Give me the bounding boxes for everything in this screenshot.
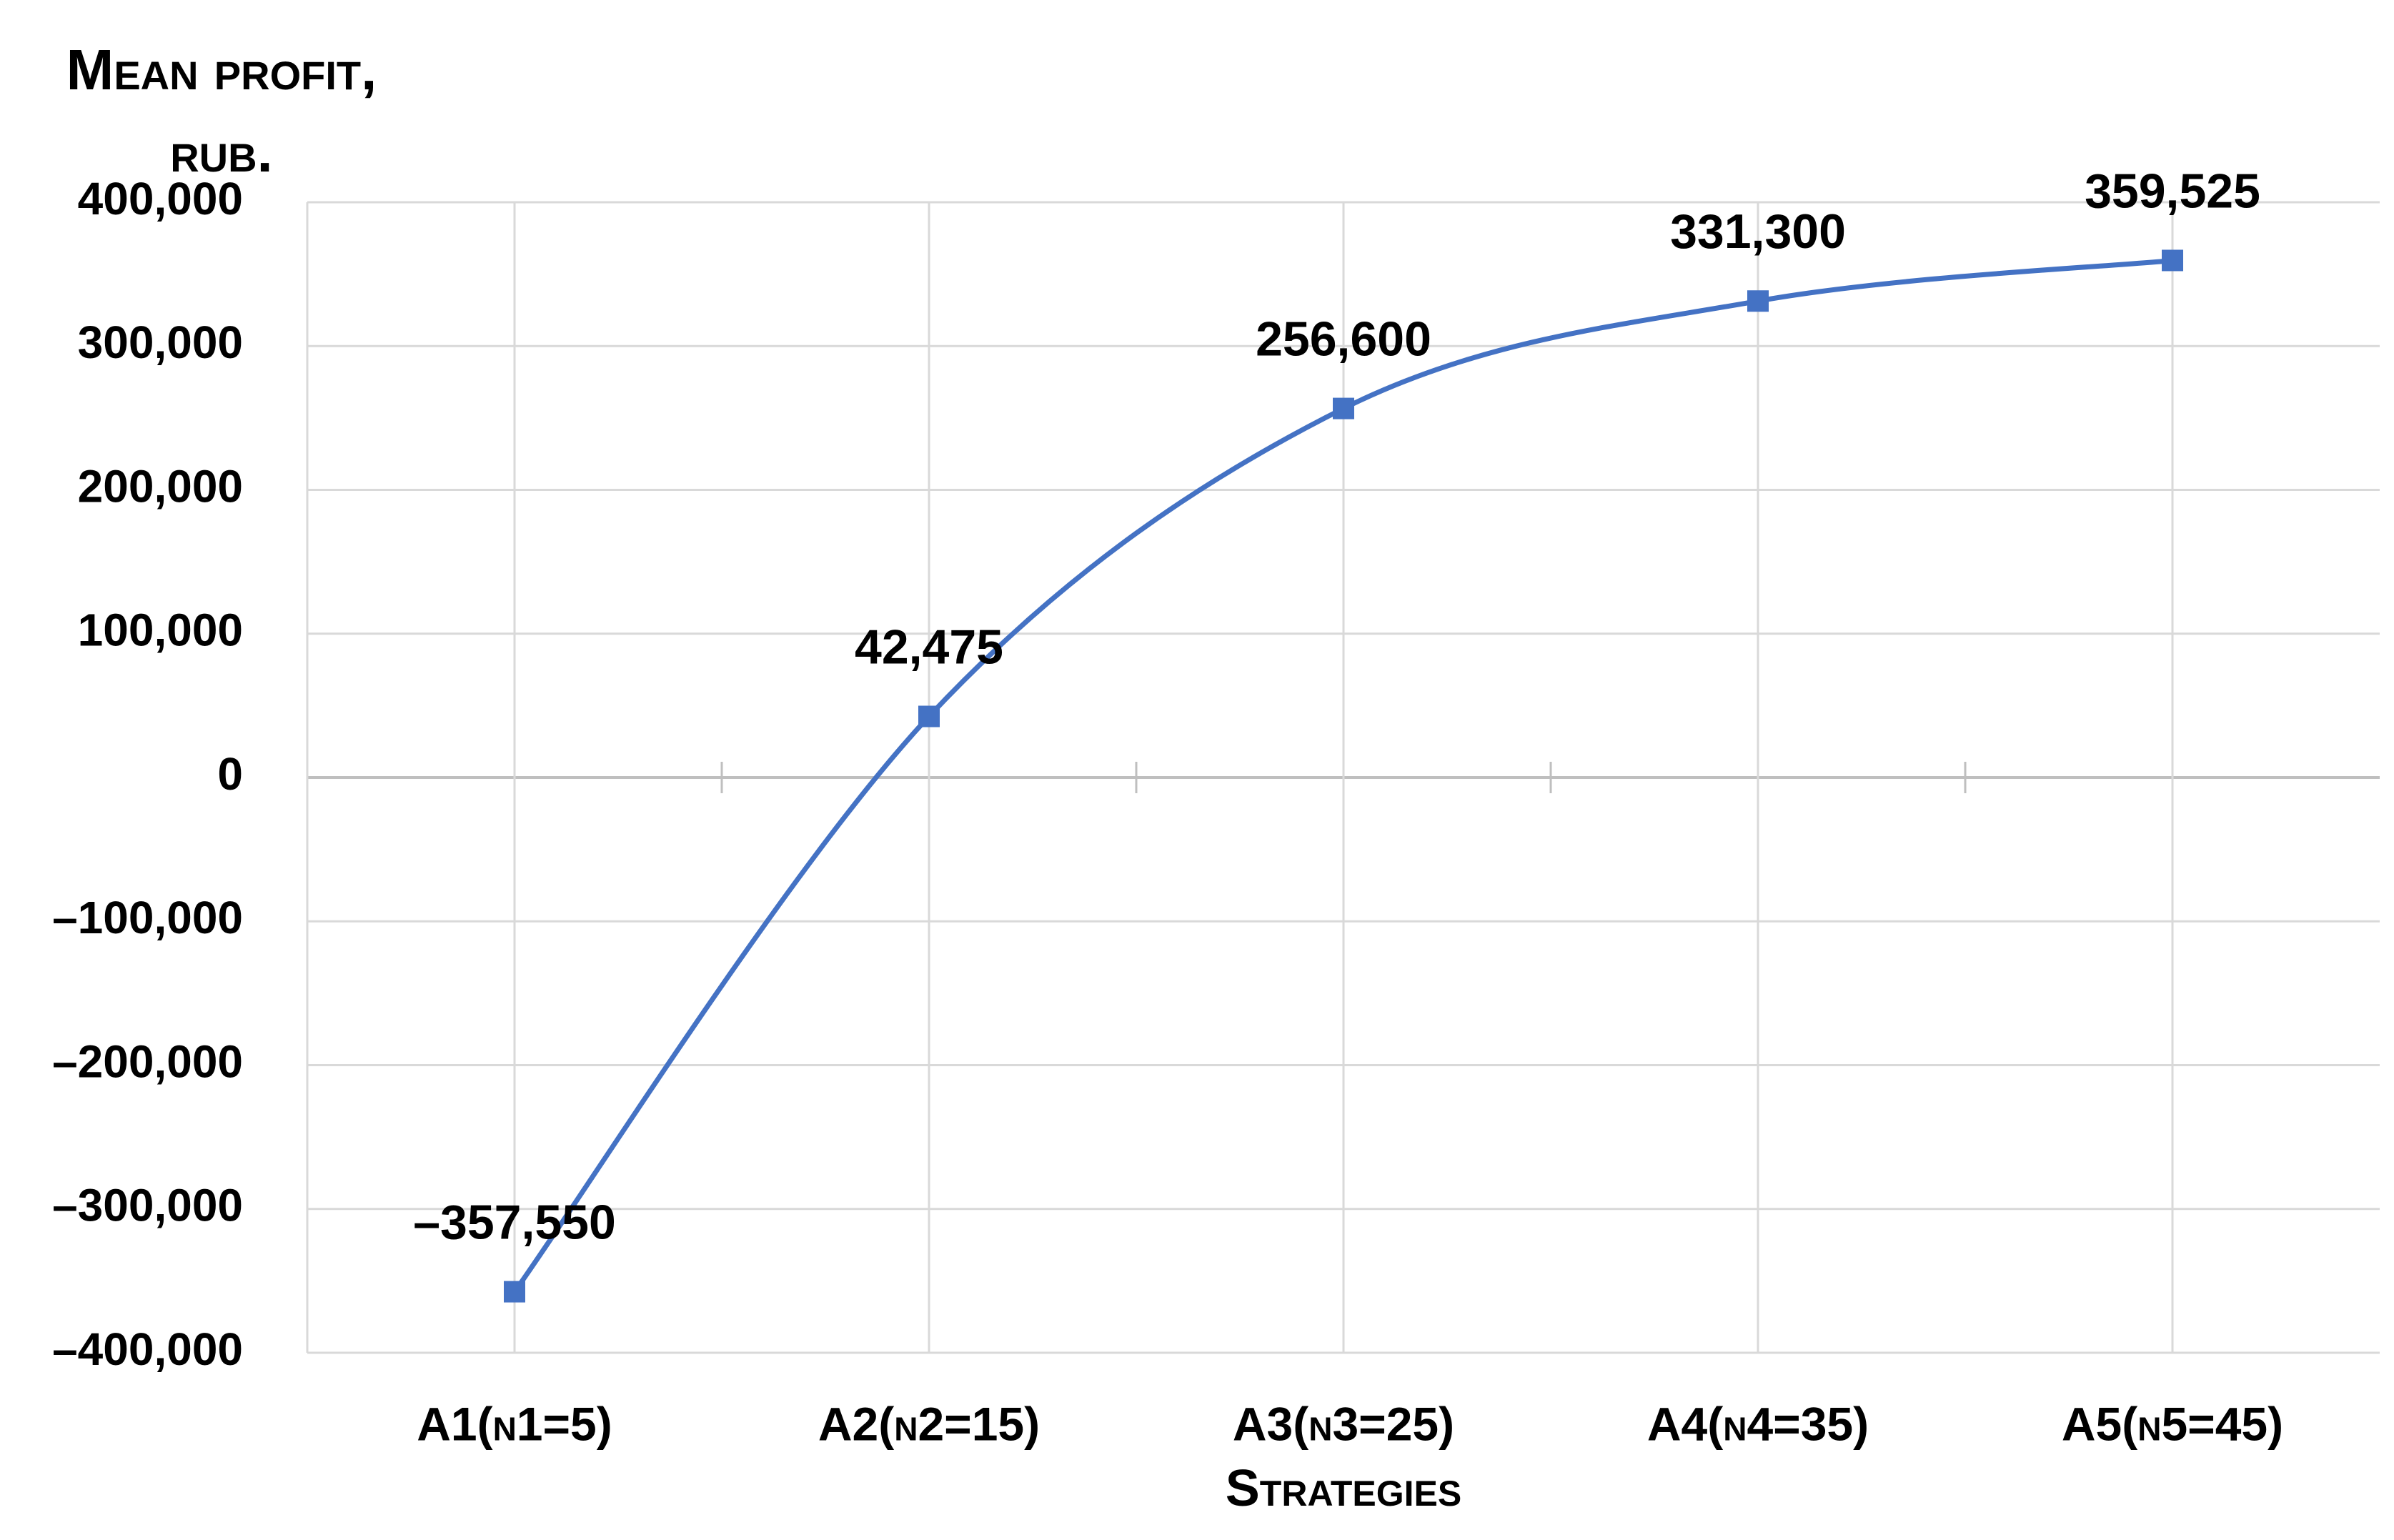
y-tick-label: –300,000 — [52, 1180, 243, 1231]
x-tick-label: A1(n1=5) — [417, 1397, 612, 1450]
data-label: 359,525 — [2085, 164, 2260, 218]
marker — [504, 1281, 525, 1303]
data-label: –357,550 — [413, 1196, 616, 1250]
marker — [1333, 397, 1354, 419]
y-tick-label: 100,000 — [78, 605, 243, 656]
y-tick-label: 0 — [217, 748, 243, 800]
x-tick-label: A4(n4=35) — [1647, 1397, 1869, 1450]
y-tick-label: –400,000 — [52, 1323, 243, 1375]
y-tick-label: –200,000 — [52, 1035, 243, 1087]
y-tick-label: 200,000 — [78, 460, 243, 512]
y-tick-label: 400,000 — [78, 173, 243, 224]
data-label: 331,300 — [1670, 204, 1846, 259]
y-tick-label: 300,000 — [78, 317, 243, 368]
data-label: 256,600 — [1256, 312, 1431, 367]
x-tick-label: A3(n3=25) — [1233, 1397, 1454, 1450]
marker — [2162, 249, 2183, 272]
line — [512, 257, 2173, 1293]
marker — [918, 705, 940, 727]
y-axis-title: Mean profit, rub. — [66, 38, 377, 184]
x-tick-label: A2(n2=15) — [818, 1397, 1040, 1450]
marker — [1747, 290, 1769, 312]
x-axis-title: Strategies — [1226, 1460, 1461, 1517]
x-tick-label: A5(n5=45) — [2062, 1397, 2283, 1450]
data-label: 42,475 — [855, 620, 1003, 674]
y-tick-label: –100,000 — [52, 892, 243, 943]
